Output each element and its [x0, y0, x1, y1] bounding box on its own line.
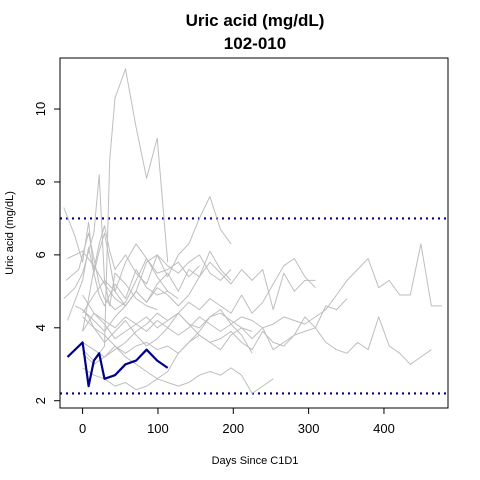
- background-series-line-14: [82, 196, 232, 314]
- x-axis-label: Days Since C1D1: [212, 455, 299, 467]
- background-series-line-7: [82, 258, 316, 365]
- background-series-line-8: [82, 294, 348, 351]
- y-tick-label: 6: [33, 251, 48, 258]
- background-series-line-9: [82, 225, 232, 332]
- y-tick-label: 8: [33, 178, 48, 185]
- y-tick-label: 10: [33, 102, 48, 116]
- chart-subtitle: 102-010: [224, 34, 286, 53]
- background-series-group: [63, 68, 442, 394]
- x-axis: 0 100 200 300 400: [79, 407, 395, 436]
- y-axis-label: Uric acid (mg/dL): [4, 191, 16, 275]
- background-series-line-15: [67, 232, 200, 321]
- background-series-line-10: [74, 305, 253, 351]
- y-axis: 2 4 6 8 10: [33, 102, 61, 404]
- background-series-line-12: [82, 309, 253, 380]
- background-series-line-5: [82, 316, 432, 365]
- highlight-series-line: [66, 341, 169, 388]
- x-tick-label: 300: [298, 421, 320, 436]
- x-tick-label: 100: [147, 421, 169, 436]
- background-series-line-6: [82, 261, 316, 332]
- x-tick-label: 200: [222, 421, 244, 436]
- y-tick-label: 2: [33, 397, 48, 404]
- x-tick-label: 400: [373, 421, 395, 436]
- y-tick-label: 4: [33, 324, 48, 331]
- background-series-line-0: [63, 207, 168, 307]
- chart-title: Uric acid (mg/dL): [186, 11, 325, 30]
- background-series-line-11: [82, 367, 274, 394]
- highlight-series-group: [66, 341, 169, 388]
- x-tick-label: 0: [79, 421, 86, 436]
